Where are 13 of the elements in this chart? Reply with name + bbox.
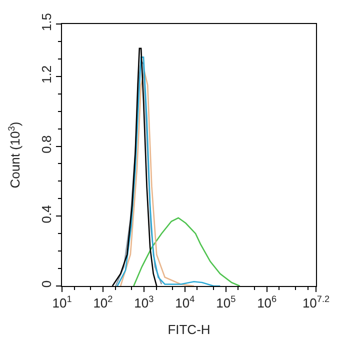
- x-tick-label: 10$^{4}$: [175, 294, 195, 311]
- x-tick-label: 10$^{3}$: [134, 294, 154, 311]
- x-tick-label: 10$^{5}$: [216, 294, 236, 311]
- x-tick-label: 10$^{2}$: [93, 294, 113, 311]
- x-tick-label: 10$^{1}$: [52, 294, 72, 311]
- y-tick-label: 1.2: [38, 65, 54, 84]
- x-axis-title: FITC-H: [168, 322, 210, 338]
- y-tick-label: 1.5: [38, 13, 54, 32]
- x-tick-label: 10$^{6}$: [257, 294, 277, 311]
- y-tick-label: 0: [38, 280, 54, 288]
- y-tick-label: 0.4: [38, 205, 54, 224]
- y-tick-label: 0.8: [38, 135, 54, 154]
- x-tick-label: 10$^{7.2}$: [302, 294, 330, 311]
